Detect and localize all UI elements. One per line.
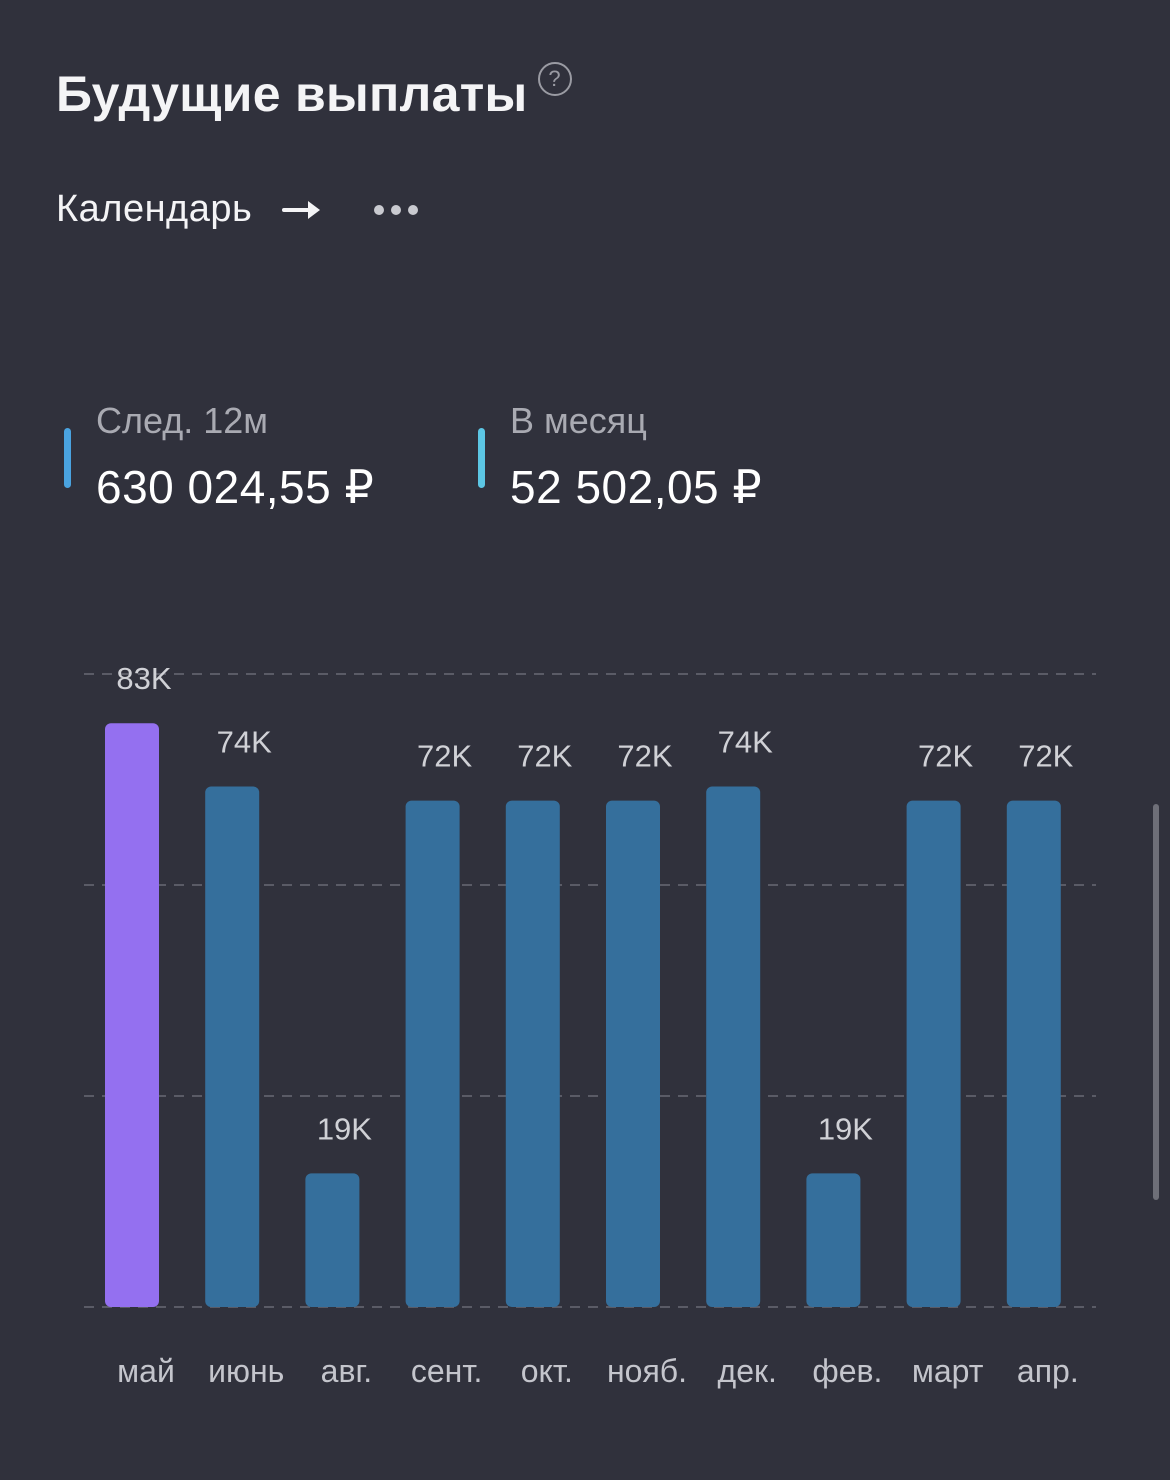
category-label-2: авг. xyxy=(321,1353,372,1389)
page-title: Будущие выплаты xyxy=(56,66,528,122)
bar-1[interactable] xyxy=(205,786,260,1307)
bar-value-label-1: 74K xyxy=(217,725,272,760)
header: Будущие выплаты ? xyxy=(56,62,572,126)
calendar-link[interactable]: Календарь xyxy=(56,188,322,231)
arrow-right-icon xyxy=(282,200,321,219)
category-label-3: сент. xyxy=(411,1353,482,1389)
bar-8[interactable] xyxy=(906,800,961,1307)
category-label-5: нояб. xyxy=(607,1353,687,1389)
stat-marker xyxy=(64,428,71,488)
bar-6[interactable] xyxy=(706,786,761,1307)
bar-2[interactable] xyxy=(305,1173,360,1307)
bar-9[interactable] xyxy=(1006,800,1061,1307)
bar-value-label-0: 83K xyxy=(116,661,171,696)
category-label-0: май xyxy=(117,1353,175,1389)
bar-value-label-9: 72K xyxy=(1018,739,1073,774)
stat-label: След. 12м xyxy=(96,400,269,441)
bar-value-label-2: 19K xyxy=(317,1111,372,1146)
category-label-1: июнь xyxy=(208,1353,284,1389)
bar-value-label-4: 72K xyxy=(517,739,572,774)
bar-4[interactable] xyxy=(505,800,560,1307)
help-circle-icon[interactable]: ? xyxy=(537,62,572,96)
stat-marker xyxy=(478,428,485,488)
bar-0[interactable] xyxy=(105,723,159,1307)
category-label-8: март xyxy=(912,1353,984,1389)
bar-value-label-7: 19K xyxy=(818,1111,873,1146)
bar-7[interactable] xyxy=(806,1173,861,1307)
stat-label: В месяц xyxy=(510,400,647,441)
bar-value-label-5: 72K xyxy=(617,739,672,774)
stat-value: 630 024,55 ₽ xyxy=(96,461,375,513)
bar-5[interactable] xyxy=(606,800,660,1307)
stat-value: 52 502,05 ₽ xyxy=(510,461,763,513)
scrollbar[interactable] xyxy=(1153,804,1159,1200)
more-horizontal-icon[interactable] xyxy=(374,199,419,221)
payouts-bar-chart: 83K май 74K июнь 19K авг. 72K сент. 72K окт. 72K но… xyxy=(84,661,1096,1389)
category-label-7: фев. xyxy=(812,1353,882,1389)
bar-value-label-6: 74K xyxy=(718,725,773,760)
bar-value-label-3: 72K xyxy=(417,739,472,774)
category-label-6: дек. xyxy=(718,1353,777,1389)
bar-3[interactable] xyxy=(405,800,460,1307)
calendar-label: Календарь xyxy=(56,188,253,230)
category-label-9: апр. xyxy=(1017,1353,1079,1389)
category-label-4: окт. xyxy=(521,1353,573,1389)
bar-value-label-8: 72K xyxy=(918,739,973,774)
toolbar: Календарь xyxy=(56,188,419,231)
